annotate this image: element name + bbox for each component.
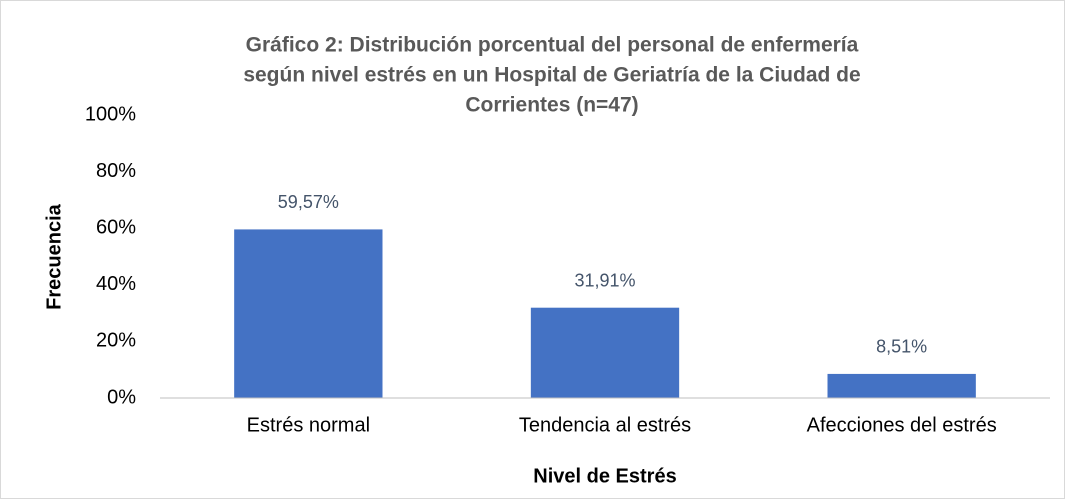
bar	[234, 229, 383, 398]
y-axis-label: Frecuencia	[43, 203, 65, 309]
bar	[827, 373, 976, 398]
y-tick-label: 60%	[96, 216, 136, 238]
x-tick-label: Tendencia al estrés	[519, 414, 691, 436]
chart-title: según nivel estrés en un Hospital de Ger…	[243, 64, 860, 87]
y-tick-label: 40%	[96, 273, 136, 295]
data-label: 8,51%	[876, 337, 927, 357]
x-tick-label: Afecciones del estrés	[807, 414, 997, 436]
y-tick-label: 0%	[107, 386, 136, 408]
y-tick-label: 100%	[85, 103, 136, 125]
data-label: 59,57%	[278, 192, 339, 212]
x-tick-label: Estrés normal	[247, 414, 370, 436]
y-tick-label: 80%	[96, 160, 136, 182]
chart-title: Corrientes (n=47)	[465, 94, 638, 117]
bar	[530, 307, 680, 398]
data-label: 31,91%	[574, 270, 635, 290]
y-tick-label: 20%	[96, 330, 136, 352]
x-axis-label: Nivel de Estrés	[533, 465, 676, 487]
chart-title: Gráfico 2: Distribución porcentual del p…	[246, 34, 859, 57]
